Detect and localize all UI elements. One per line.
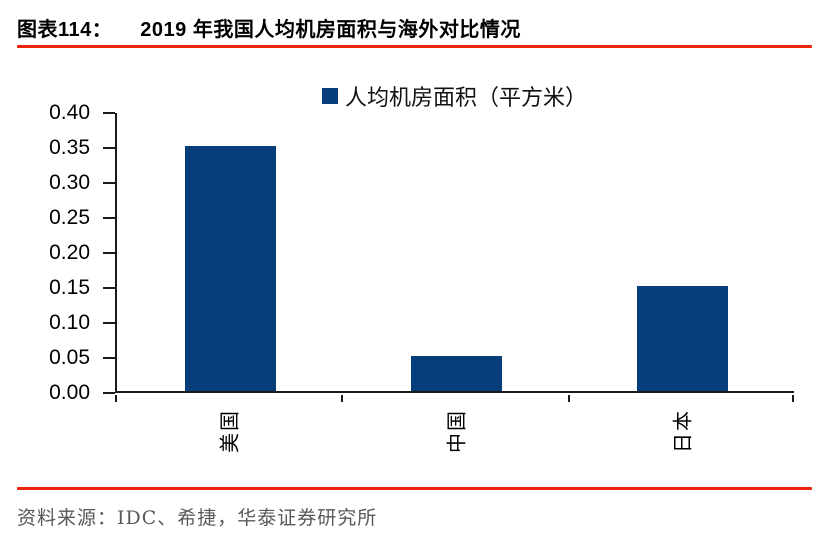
legend-swatch-icon	[321, 88, 338, 104]
y-tick-label: 0.30	[49, 171, 90, 194]
x-tick-mark	[792, 395, 794, 402]
figure-label: 图表114：	[17, 19, 113, 41]
x-tick-mark	[341, 395, 343, 402]
y-tick-label: 0.00	[49, 381, 90, 404]
x-axis-labels: 美国 中国 日本	[115, 393, 794, 483]
y-tick-mark	[103, 147, 115, 149]
bar-美国	[184, 146, 276, 391]
y-tick-label: 0.15	[49, 276, 90, 299]
y-tick-label: 0.35	[49, 136, 90, 159]
legend-label: 人均机房面积（平方米）	[344, 86, 587, 111]
x-tick-mark	[568, 395, 570, 402]
y-tick-mark	[103, 252, 115, 254]
title-rule	[17, 45, 812, 48]
figure-header: 图表114： 2019 年我国人均机房面积与海外对比情况	[17, 13, 521, 42]
y-tick-label: 0.25	[49, 206, 90, 229]
y-tick-mark	[103, 182, 115, 184]
y-tick-mark	[103, 112, 115, 114]
y-tick-label: 0.10	[49, 311, 90, 334]
y-tick-label: 0.05	[49, 346, 90, 369]
y-tick-mark	[103, 287, 115, 289]
y-tick-mark	[103, 217, 115, 219]
y-tick-label: 0.20	[49, 241, 90, 264]
y-axis-ticks	[103, 112, 115, 395]
x-tick-label-text: 美国	[217, 409, 242, 453]
x-axis-ticks	[115, 395, 794, 403]
x-tick-label-text: 中国	[444, 409, 468, 453]
bar-中国	[411, 356, 502, 391]
source-rule	[17, 487, 812, 490]
y-tick-mark	[103, 322, 115, 324]
plot-area	[115, 113, 794, 393]
y-tick-mark	[103, 357, 115, 359]
x-tick-mark	[115, 395, 117, 402]
y-tick-label: 0.40	[49, 101, 90, 124]
x-tick-label-text: 日本	[670, 409, 695, 453]
figure-title: 2019 年我国人均机房面积与海外对比情况	[140, 19, 521, 41]
source-text: 资料来源：IDC、希捷，华泰证券研究所	[17, 507, 378, 529]
y-tick-mark	[103, 392, 115, 394]
y-axis-labels: 0.00 0.05 0.10 0.15 0.20 0.25 0.30 0.35 0.40	[0, 101, 90, 404]
legend: 人均机房面积（平方米）	[115, 80, 794, 112]
bar-日本	[637, 286, 729, 391]
